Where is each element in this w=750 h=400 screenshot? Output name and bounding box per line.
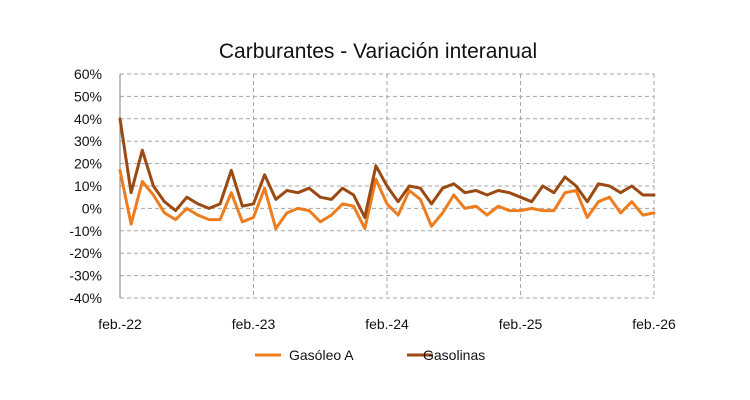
y-tick-label: -10% [69, 223, 102, 239]
y-tick-label: 10% [74, 178, 102, 194]
y-tick-label: -40% [69, 290, 102, 306]
y-tick-label: 60% [74, 66, 102, 82]
grid [119, 73, 655, 299]
x-tick-label: feb.-25 [499, 316, 543, 332]
y-tick-label: -20% [69, 245, 102, 261]
x-tick-label: feb.-24 [365, 316, 409, 332]
legend-label-2: Gasolinas [423, 347, 485, 363]
series-lines [118, 117, 656, 231]
legend-label-1: Gasóleo A [289, 347, 354, 363]
x-tick-label: feb.-26 [632, 316, 676, 332]
chart-title: Carburantes - Variación interanual [219, 40, 537, 63]
axes: 60% 50% 40% 30% 20% 10% 0% -10% -20% -30% -40% feb.… [69, 66, 676, 332]
y-tick-label: 30% [74, 133, 102, 149]
y-tick-label: 40% [74, 111, 102, 127]
y-tick-label: -30% [69, 268, 102, 284]
x-tick-label: feb.-22 [98, 316, 142, 332]
y-tick-label: 0% [82, 200, 102, 216]
y-tick-label: 20% [74, 156, 102, 172]
y-tick-label: 50% [74, 88, 102, 104]
series-line-2 [118, 117, 656, 219]
series-line-1 [118, 168, 656, 231]
x-tick-label: feb.-23 [232, 316, 276, 332]
legend: Gasóleo A Gasolinas [255, 347, 485, 363]
